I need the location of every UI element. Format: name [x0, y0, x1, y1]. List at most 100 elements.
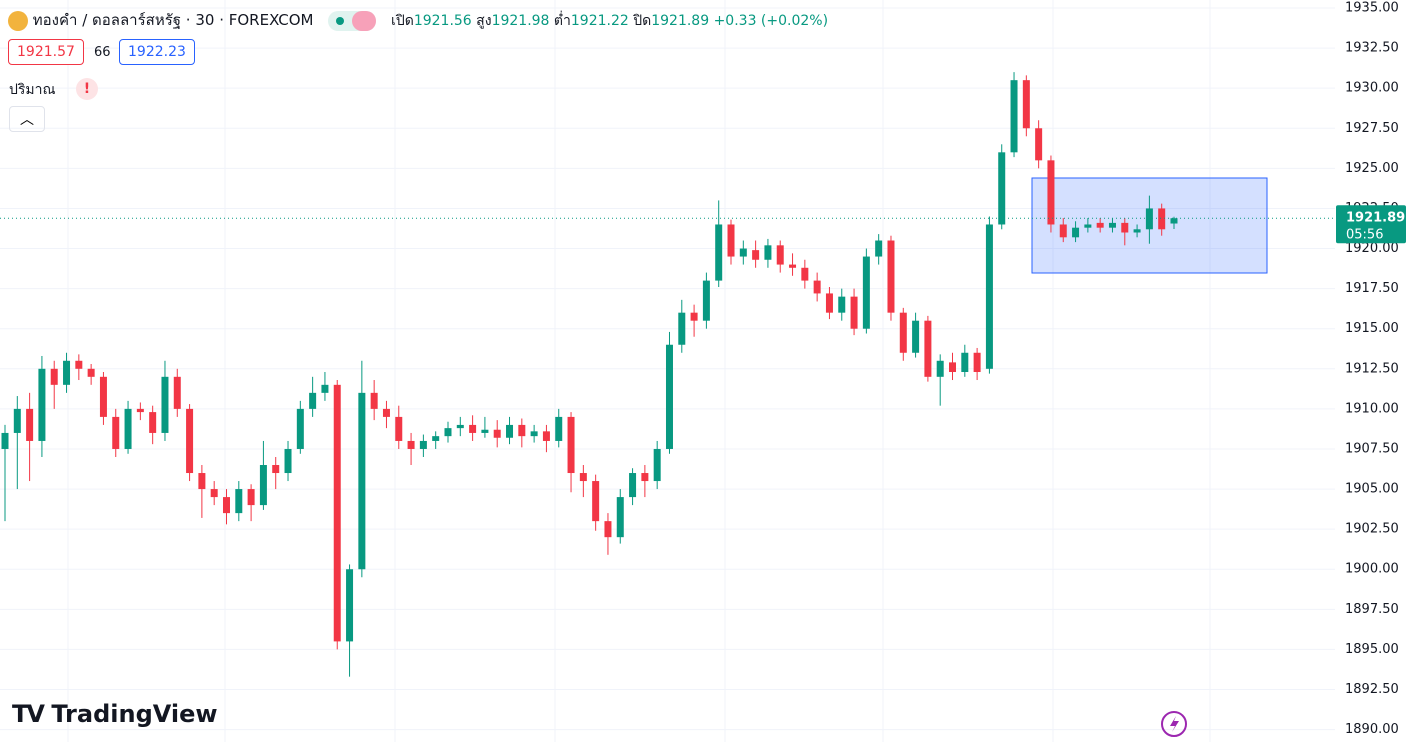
- candle-body: [1010, 80, 1018, 153]
- y-tick-label: 1892.50: [1345, 682, 1399, 697]
- candle-body: [555, 416, 563, 441]
- candle-body: [604, 521, 612, 538]
- y-tick-label: 1912.50: [1345, 361, 1399, 376]
- close-value: 1921.89: [651, 13, 710, 29]
- change-value: +0.33 (+0.02%): [713, 13, 829, 29]
- price-axis-bg: [1335, 0, 1410, 742]
- candle-body: [469, 424, 477, 433]
- spread: 66: [94, 45, 111, 60]
- candle-body: [678, 312, 686, 345]
- time-grid: [67, 0, 1211, 742]
- candle-body: [518, 424, 526, 437]
- candle-body: [309, 392, 317, 409]
- candle-body: [542, 431, 550, 441]
- candle-body: [789, 264, 797, 268]
- candle-body: [1158, 208, 1166, 230]
- candle-body: [346, 569, 354, 642]
- candle-body: [752, 250, 760, 260]
- open-label: เปิด: [391, 13, 414, 29]
- candle-body: [370, 392, 378, 409]
- candle-body: [985, 224, 993, 369]
- candle-body: [949, 362, 957, 373]
- symbol-title[interactable]: ทองคำ / ดอลลาร์สหรัฐ · 30 · FOREXCOM: [32, 11, 314, 29]
- high-label: สูง: [476, 13, 492, 29]
- y-tick-label: 1910.00: [1345, 401, 1399, 416]
- candle-body: [530, 431, 538, 437]
- candle-body: [776, 245, 784, 265]
- warning-icon[interactable]: !: [76, 78, 98, 100]
- candle-body: [432, 436, 440, 441]
- candle-body: [727, 224, 735, 257]
- logo-text: TradingView: [51, 700, 218, 728]
- candle-body: [801, 267, 809, 281]
- candle-body: [296, 408, 304, 449]
- collapse-button[interactable]: ︿: [9, 106, 45, 132]
- candle-body: [862, 256, 870, 329]
- candle-body: [1035, 128, 1043, 161]
- candle-body: [1059, 224, 1067, 238]
- candle-body: [407, 440, 415, 449]
- close-label: ปิด: [633, 13, 652, 29]
- y-tick-label: 1907.50: [1345, 441, 1399, 456]
- candle-body: [63, 360, 71, 385]
- price-tag-bg: [1336, 205, 1406, 244]
- candle-body: [333, 384, 341, 642]
- lightning-glyph: [1170, 716, 1179, 732]
- candle-body: [1145, 208, 1153, 230]
- candle-body: [1121, 222, 1129, 233]
- candle-body: [149, 412, 157, 433]
- candle-body: [259, 465, 267, 506]
- candle-body: [887, 240, 895, 313]
- candle-body: [186, 408, 194, 474]
- candle-body: [936, 360, 944, 377]
- candle-body: [198, 473, 206, 490]
- buy-button[interactable]: 1922.23: [119, 39, 195, 65]
- candle-body: [1047, 160, 1055, 225]
- candle-body: [112, 416, 120, 449]
- candle-body: [26, 408, 34, 441]
- high-value: 1921.98: [491, 13, 550, 29]
- y-tick-label: 1902.50: [1345, 522, 1399, 537]
- symbol-row: ทองคำ / ดอลลาร์สหรัฐ · 30 · FOREXCOM เปิ…: [8, 8, 828, 32]
- y-tick-label: 1925.00: [1345, 161, 1399, 176]
- candle-body: [653, 448, 661, 482]
- candle-body: [235, 489, 243, 514]
- y-tick-label: 1935.00: [1345, 1, 1399, 16]
- candle-body: [173, 376, 181, 409]
- y-tick-label: 1927.50: [1345, 121, 1399, 136]
- tradingview-logo: 𝗧𝗩 TradingView: [12, 700, 218, 728]
- candle-body: [358, 392, 366, 570]
- candle-body: [247, 489, 255, 506]
- candle-body: [444, 428, 452, 437]
- gold-icon: [8, 10, 28, 31]
- candle-body: [616, 497, 624, 538]
- low-value: 1921.22: [570, 13, 629, 29]
- candle-body: [899, 312, 907, 353]
- y-tick-label: 1932.50: [1345, 41, 1399, 56]
- lightning-icon[interactable]: [1161, 711, 1187, 737]
- candle-body: [813, 280, 821, 294]
- candle-body: [850, 296, 858, 329]
- candle-body: [395, 416, 403, 441]
- candle-body: [321, 384, 329, 393]
- candle-body: [665, 344, 673, 449]
- candle-body: [739, 248, 747, 257]
- candle-body: [1170, 218, 1178, 224]
- candle-body: [210, 489, 218, 498]
- candle-body: [1096, 222, 1104, 228]
- candle-body: [493, 429, 501, 438]
- candle-body: [161, 376, 169, 433]
- y-tick-label: 1920.00: [1345, 241, 1399, 256]
- candle-body: [456, 424, 464, 429]
- volume-label[interactable]: ปริมาณ: [9, 82, 56, 98]
- candle-body: [136, 408, 144, 413]
- candle-body: [75, 360, 83, 369]
- status-badge[interactable]: [328, 10, 377, 31]
- candle-body: [1, 432, 9, 449]
- candle-body: [13, 408, 21, 433]
- candle-body: [567, 416, 575, 474]
- candle-body: [924, 320, 932, 377]
- y-tick-label: 1905.00: [1345, 482, 1399, 497]
- sell-button[interactable]: 1921.57: [8, 39, 84, 65]
